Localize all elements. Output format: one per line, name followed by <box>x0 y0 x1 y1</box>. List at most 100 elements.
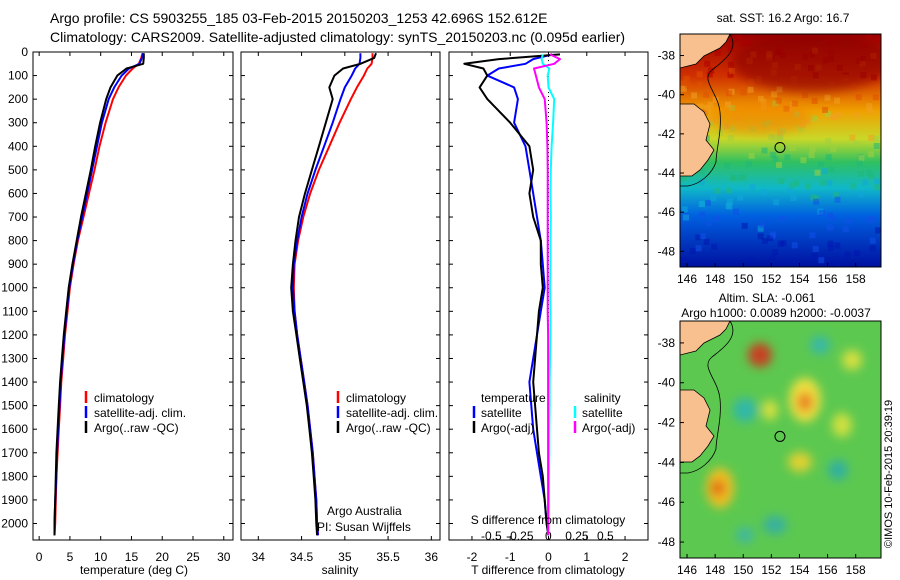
map-y-tick-label: -44 <box>658 455 676 469</box>
sst-pixel <box>737 194 744 201</box>
y-tick-label: 500 <box>8 163 28 177</box>
sst-warm-patch <box>732 34 881 92</box>
sst-pixel <box>689 248 696 255</box>
sst-pixel <box>749 184 756 191</box>
sst-pixel <box>714 50 721 57</box>
sst-pixel <box>800 157 807 164</box>
sst-pixel <box>868 172 875 179</box>
sst-pixel <box>866 34 873 41</box>
legend-label-climatology: climatology <box>94 391 154 405</box>
sst-pixel <box>680 175 687 182</box>
shelf-contour <box>680 34 734 187</box>
sst-pixel <box>775 97 782 104</box>
sst-pixel <box>809 232 816 239</box>
sst-pixel <box>869 245 876 252</box>
x-tick-label: 5 <box>67 550 74 564</box>
sst-pixel <box>760 189 767 196</box>
series-line-climatology <box>292 53 374 536</box>
y-tick-label: 1300 <box>1 351 28 365</box>
sst-pixel <box>698 168 705 175</box>
sla-blob-orange <box>797 392 813 412</box>
sst-pixel <box>817 161 824 168</box>
sst-map-panel: sat. SST: 16.2 Argo: 16.7 146 148 150 152 15… <box>658 11 882 286</box>
sst-pixel <box>830 146 837 153</box>
map-y-tick-label: -40 <box>658 88 676 102</box>
map-y-tick-label: -42 <box>658 127 676 141</box>
map-y-tick-label: -44 <box>658 166 676 180</box>
sst-pixel <box>780 240 787 247</box>
difference-xlabel: T difference from climatology <box>471 563 625 577</box>
sst-pixel <box>866 103 873 110</box>
legend-label-satellite: satellite-adj. clim. <box>346 406 438 420</box>
sst-pixel <box>850 183 857 190</box>
series-line-argo-raw-qc- <box>290 52 377 536</box>
sst-pixel <box>768 134 775 141</box>
y-tick-label: 600 <box>8 186 28 200</box>
x-tick-label: -2 <box>467 550 478 564</box>
sst-pixel <box>772 134 778 141</box>
sst-pixel <box>836 111 843 118</box>
sst-pixel <box>706 71 713 78</box>
sla-map-subtitle: Argo h1000: 0.0089 h2000: -0.0037 <box>681 306 871 320</box>
sst-pixel <box>702 108 709 115</box>
x-tick-label: 30 <box>217 550 231 564</box>
sst-pixel <box>874 178 880 185</box>
map-x-tick-label: 146 <box>677 563 697 577</box>
sst-pixel <box>707 120 714 127</box>
sst-pixel <box>745 160 752 167</box>
sst-pixel <box>710 195 717 202</box>
sst-pixel <box>862 179 869 186</box>
title-line-1: Argo profile: CS 5903255_185 03-Feb-2015… <box>50 10 547 26</box>
sst-pixel <box>821 168 828 175</box>
x-top-tick-label: 0.25 <box>565 529 589 543</box>
sst-pixel <box>853 250 860 257</box>
sst-pixel <box>730 175 737 182</box>
sst-pixel <box>681 206 688 213</box>
legend-label-argo: Argo(..raw -QC) <box>94 421 179 435</box>
sst-pixel <box>808 152 815 158</box>
sst-pixel <box>778 178 785 185</box>
sst-pixel <box>857 191 864 198</box>
sst-pixel <box>810 194 817 201</box>
sst-pixel <box>680 80 687 87</box>
legend-label-s-satellite: satellite <box>582 406 623 420</box>
sla-map-field <box>680 321 881 558</box>
sst-pixel <box>680 257 687 264</box>
sst-pixel <box>703 91 710 98</box>
legend-title-temperature: temperature <box>481 391 546 405</box>
difference-lines <box>463 53 561 536</box>
sst-pixel <box>869 216 876 223</box>
tasmania-land <box>680 103 715 177</box>
sst-pixel <box>704 200 711 207</box>
sst-pixel <box>703 104 710 111</box>
sst-pixel <box>712 96 719 103</box>
sst-pixel <box>826 180 833 186</box>
x-tick-label: 10 <box>94 550 108 564</box>
series-line-argo-raw-qc- <box>53 53 145 536</box>
sst-pixel <box>767 235 773 242</box>
sst-pixel <box>698 179 705 186</box>
sst-pixel <box>844 251 851 258</box>
sst-pixel <box>824 94 831 101</box>
sst-pixel <box>814 169 821 176</box>
sst-pixel <box>875 227 881 234</box>
sst-pixel <box>786 188 793 195</box>
sst-pixel <box>728 61 735 68</box>
sst-pixel <box>777 135 784 141</box>
map-x-tick-label: 148 <box>705 563 725 577</box>
sst-pixel <box>834 260 841 266</box>
sst-pixel <box>834 242 841 249</box>
map-x-tick-label: 154 <box>789 563 809 577</box>
x-tick-label: 0 <box>545 550 552 564</box>
y-tick-label: 1600 <box>1 422 28 436</box>
series-line-s-argo-adj- <box>533 53 561 536</box>
sst-pixel <box>729 67 735 74</box>
map-y-tick-label: -38 <box>658 336 676 350</box>
x-tick-label: 0 <box>36 550 43 564</box>
y-tick-label: 2000 <box>1 516 28 530</box>
sst-pixel <box>727 45 734 52</box>
sla-map-title: Altim. SLA: -0.061 <box>719 291 816 305</box>
sst-pixel <box>748 256 754 263</box>
sst-pixel <box>695 245 702 252</box>
sst-pixel <box>855 94 862 101</box>
